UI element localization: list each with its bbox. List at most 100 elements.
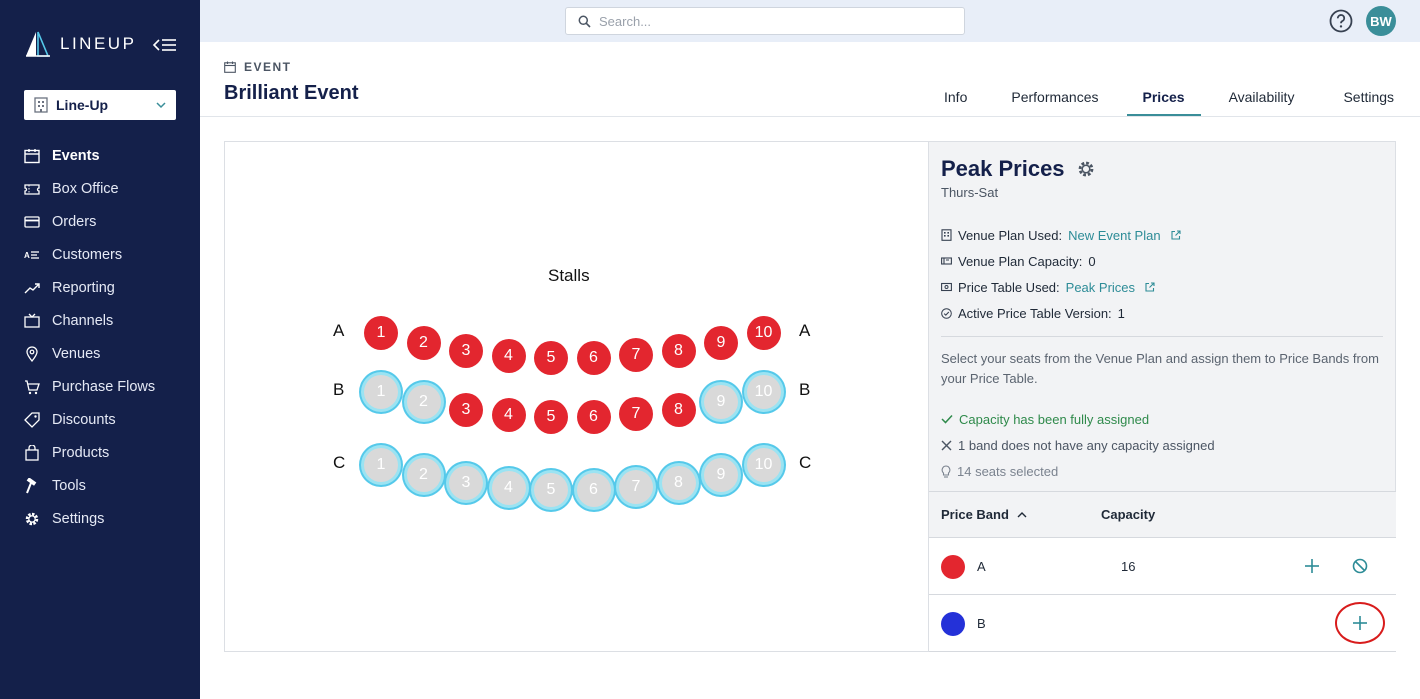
chevron-down-icon [156,102,166,109]
sidebar-item-events[interactable]: Events [0,139,200,172]
calendar-icon [24,148,40,163]
seat-c-1[interactable]: 1 [364,448,398,482]
table-row: B [929,595,1396,652]
sidebar-item-customers[interactable]: A Customers [0,238,200,271]
seat-b-4[interactable]: 4 [491,398,526,432]
table-row: A 16 [929,538,1396,595]
help-icon [1329,9,1353,33]
status-band-missing: 1 band does not have any capacity assign… [941,432,1215,458]
seat-c-8[interactable]: 8 [661,466,696,500]
price-table-title-row: Peak Prices [941,156,1095,182]
plan-section-title: Stalls [548,266,590,285]
seat-c-4[interactable]: 4 [491,471,526,505]
seat-c-9[interactable]: 9 [704,458,738,492]
seat-a-5[interactable]: 5 [534,341,568,375]
clear-capacity-button[interactable] [1350,556,1370,576]
seat-a-6[interactable]: 6 [576,341,611,375]
lightbulb-icon [941,464,951,478]
search-box[interactable] [565,7,965,35]
tab-performances[interactable]: Performances [1011,89,1099,105]
price-table-link[interactable]: Peak Prices [1065,279,1136,295]
hammer-icon [26,477,37,493]
seat-c-6[interactable]: 6 [576,473,611,507]
search-input[interactable] [599,13,939,29]
tab-settings[interactable]: Settings [1343,89,1395,105]
help-button[interactable] [1329,9,1353,33]
add-seats-button[interactable] [1302,556,1322,576]
sidebar-item-label: Purchase Flows [52,378,156,395]
sidebar-item-box-office[interactable]: Box Office [0,172,200,205]
seat-a-10[interactable]: 10 [746,316,781,350]
contact-list-icon: A [24,251,39,260]
user-avatar[interactable]: BW [1366,6,1396,36]
seat-b-7[interactable]: 7 [619,397,653,431]
event-tabs: Info Performances Prices Availability Se… [928,78,1394,116]
venue-plan-label: Venue Plan Used: [958,227,1063,243]
seat-b-3[interactable]: 3 [449,393,483,427]
org-selector[interactable]: Line-Up [24,90,176,120]
seat-b-6[interactable]: 6 [576,400,611,434]
external-link-icon[interactable] [1145,282,1155,292]
seat-a-7[interactable]: 7 [619,338,653,372]
status-capacity-assigned: Capacity has been fully assigned [941,406,1215,432]
seat-b-2[interactable]: 2 [406,385,441,419]
sidebar-item-discounts[interactable]: Discounts [0,403,200,436]
seat-b-9[interactable]: 9 [704,385,738,419]
sidebar-item-venues[interactable]: Venues [0,337,200,370]
band-name: B [977,616,986,631]
column-header-band: Price Band [941,507,1009,522]
capacity-icon [941,257,952,265]
seat-b-8[interactable]: 8 [661,393,696,427]
seat-c-7[interactable]: 7 [619,470,653,504]
logo[interactable]: LINEUP [24,30,136,58]
seat-b-5[interactable]: 5 [534,400,568,434]
seat-a-3[interactable]: 3 [449,334,483,368]
status-text: 1 band does not have any capacity assign… [958,437,1215,453]
sidebar-item-tools[interactable]: Tools [0,469,200,502]
seat-a-4[interactable]: 4 [491,339,526,373]
seat-a-8[interactable]: 8 [661,334,696,368]
gear-icon[interactable] [1077,160,1095,178]
sidebar-item-orders[interactable]: Orders [0,205,200,238]
seat-c-5[interactable]: 5 [534,473,568,507]
external-link-icon[interactable] [1171,230,1181,240]
tab-info[interactable]: Info [944,89,968,105]
venue-plan-row: Venue Plan Used: New Event Plan [941,222,1187,248]
seat-b-10[interactable]: 10 [746,375,781,409]
band-capacity: 16 [1121,559,1136,574]
seat-c-2[interactable]: 2 [406,458,441,492]
tab-prices[interactable]: Prices [1126,78,1201,116]
venue-plan-link[interactable]: New Event Plan [1068,227,1161,243]
tab-availability[interactable]: Availability [1228,89,1295,105]
seat-c-3[interactable]: 3 [449,466,483,500]
seat-a-1[interactable]: 1 [364,316,398,350]
seat-a-9[interactable]: 9 [704,326,738,360]
sidebar-item-settings[interactable]: Settings [0,502,200,535]
svg-text:A: A [24,251,30,260]
section-divider [941,336,1383,337]
sort-price-band[interactable]: Price Band [941,507,1027,522]
logo-text: LINEUP [60,34,137,53]
price-table-used-label: Price Table Used: [958,279,1060,295]
building-icon [34,97,48,113]
check-icon [941,414,953,424]
bag-icon [25,444,39,461]
column-header-capacity: Capacity [1101,507,1156,522]
seat-b-1[interactable]: 1 [364,375,398,409]
sidebar-item-label: Tools [52,477,86,494]
sidebar-item-label: Events [52,147,100,164]
seat-c-10[interactable]: 10 [746,448,781,482]
sidebar-item-purchase-flows[interactable]: Purchase Flows [0,370,200,403]
collapse-sidebar-button[interactable] [152,34,178,56]
sidebar-item-reporting[interactable]: Reporting [0,271,200,304]
sidebar-item-channels[interactable]: Channels [0,304,200,337]
sidebar-item-products[interactable]: Products [0,436,200,469]
venue-plan[interactable]: Stalls A A 1 2 3 4 5 6 7 8 9 10 B B 1 2 3 4 5 6 7 8 9 10 C C 1 2 3 4 5… [225,142,928,651]
seat-a-2[interactable]: 2 [406,326,441,360]
band-color-swatch [941,612,965,636]
building-icon [941,229,952,241]
row-label-a-right: A [799,321,811,340]
sidebar-item-label: Products [52,444,110,461]
sidebar-nav: Events Box Office Orders A Customers Rep… [0,139,200,535]
sidebar-item-label: Channels [52,312,114,329]
